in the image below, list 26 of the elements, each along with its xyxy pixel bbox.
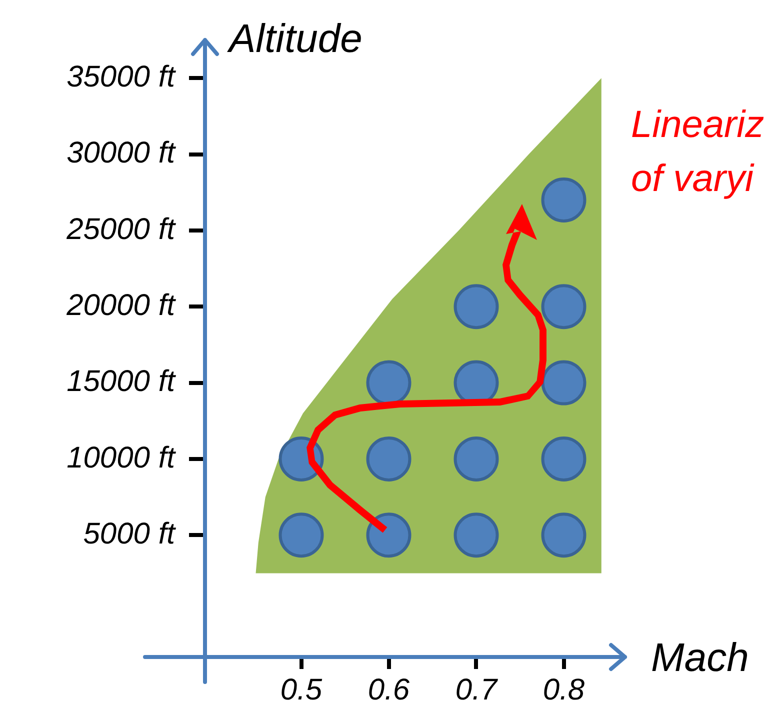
text: of varyi (631, 158, 756, 200)
x-tick-label: 0.6 (368, 673, 410, 706)
text: Lineariz (631, 104, 764, 146)
point (541, 436, 586, 482)
y-tick-label: 35000 ft (66, 60, 177, 94)
x-tick-label: 0.7 (455, 673, 498, 706)
point (366, 436, 412, 482)
point (454, 512, 499, 558)
x-axis-title: Mach (651, 636, 749, 680)
y-axis-title: Altitude (227, 17, 362, 61)
x-tick-label: 0.5 (280, 673, 322, 706)
y-tick-label: 15000 ft (66, 365, 177, 398)
point (541, 177, 586, 222)
x-tick-label: 0.8 (542, 673, 585, 706)
y-tick-label: 30000 ft (66, 136, 177, 170)
point (541, 360, 586, 406)
point (278, 512, 324, 558)
point (454, 284, 499, 330)
y-tick-label: 25000 ft (66, 212, 177, 246)
y-tick-label: 5000 ft (83, 517, 177, 550)
point (541, 284, 586, 330)
point (454, 436, 499, 482)
point (541, 512, 586, 558)
y-tick-label: 20000 ft (66, 288, 177, 322)
point (366, 512, 412, 558)
y-tick-label: 10000 ft (66, 441, 177, 474)
